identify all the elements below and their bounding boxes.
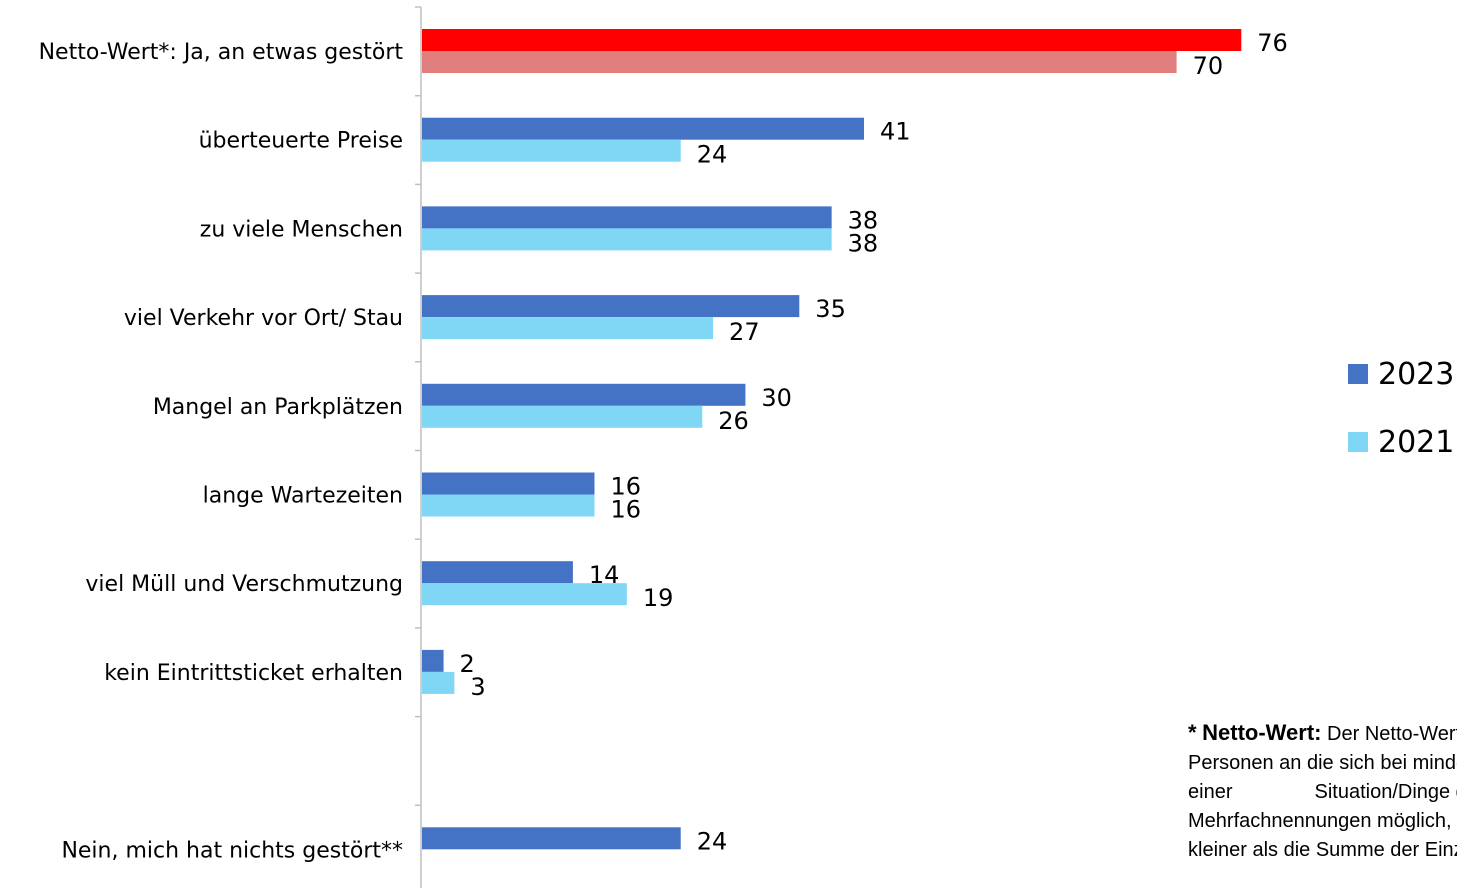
footnote-line-1: * Netto-Wert: Der Netto-Wert gibt den An… bbox=[1188, 718, 1457, 749]
legend-item-2023: 2023 bbox=[1348, 356, 1454, 392]
bar-2023 bbox=[422, 472, 595, 495]
bar-2023 bbox=[422, 561, 573, 584]
data-label-2021: 38 bbox=[848, 229, 879, 257]
bar-2023 bbox=[422, 649, 444, 672]
bar-2021 bbox=[422, 494, 595, 517]
footnote-line-3a: einer bbox=[1188, 781, 1233, 803]
data-label-2023: 30 bbox=[761, 384, 792, 412]
bar-2021 bbox=[422, 317, 714, 340]
bar-2021 bbox=[422, 139, 681, 162]
data-label-2021: 27 bbox=[729, 318, 760, 346]
category-label: überteuerte Preise bbox=[199, 129, 403, 154]
bar-2023 bbox=[422, 827, 681, 850]
data-label-2021: 3 bbox=[470, 673, 485, 701]
bar-2023 bbox=[422, 295, 800, 318]
bar-2021 bbox=[422, 228, 832, 251]
footnote-line-3: einer Situation/Dinge gestört fühlten. bbox=[1188, 778, 1457, 807]
labels: Netto-Wert*: Ja, an etwas gestört 76 70 übe… bbox=[39, 29, 1288, 863]
y-axis bbox=[415, 6, 422, 888]
bar-2023 bbox=[422, 29, 1242, 51]
data-label-2023: 16 bbox=[610, 473, 641, 501]
footnote-term: Netto-Wert: bbox=[1202, 720, 1322, 745]
footnote: * Netto-Wert: Der Netto-Wert gibt den An… bbox=[1188, 718, 1457, 868]
footnote-line-3b: Situation/Dinge gestört fühlten. bbox=[1314, 781, 1457, 803]
bar-2021 bbox=[422, 671, 455, 694]
category-label: viel Müll und Verschmutzung bbox=[85, 572, 403, 597]
footnote-star: * bbox=[1188, 720, 1197, 745]
data-label-2021: 26 bbox=[718, 407, 749, 435]
data-label-2023: 38 bbox=[848, 206, 879, 234]
data-label-2023: 35 bbox=[815, 295, 846, 323]
data-label-2023: 14 bbox=[589, 561, 620, 589]
legend-label-2021: 2021 bbox=[1378, 424, 1455, 460]
bar-2021 bbox=[422, 583, 627, 606]
legend-swatch-2021 bbox=[1348, 432, 1368, 452]
bar-2023 bbox=[422, 206, 832, 229]
category-label: lange Wartezeiten bbox=[203, 484, 403, 509]
data-label-2023: 76 bbox=[1257, 29, 1288, 57]
footnote-line-4: Mehrfachnennungen möglich, daher bbox=[1188, 810, 1457, 832]
data-label-2021: 24 bbox=[697, 141, 728, 169]
footnote-line-5: kleiner als die Summe der Einzelwerte. bbox=[1188, 839, 1457, 861]
category-label: Nein, mich hat nichts gestört** bbox=[61, 838, 403, 863]
bar-2023 bbox=[422, 383, 746, 406]
category-label: Mangel an Parkplätzen bbox=[153, 395, 403, 420]
data-label-2021: 19 bbox=[643, 584, 674, 612]
legend-swatch-2023 bbox=[1348, 364, 1368, 384]
data-label-2021: 16 bbox=[610, 496, 641, 524]
data-label-2023: 41 bbox=[880, 118, 911, 146]
footnote-line-2: Personen an die sich bei mindestens bbox=[1188, 752, 1457, 774]
legend-item-2021: 2021 bbox=[1348, 424, 1454, 460]
bars bbox=[422, 29, 1242, 850]
bar-2021 bbox=[422, 51, 1177, 73]
bar-2023 bbox=[422, 117, 864, 140]
data-label-2023: 2 bbox=[460, 650, 475, 678]
category-label: kein Eintrittsticket erhalten bbox=[104, 661, 403, 686]
data-label-2021: 70 bbox=[1193, 52, 1224, 80]
legend: 2023 2021 bbox=[1348, 356, 1454, 492]
category-label: zu viele Menschen bbox=[200, 217, 403, 242]
data-label-2023: 24 bbox=[697, 827, 728, 855]
footnote-line-1-text: Der Netto-Wert gibt den Anteil der bbox=[1327, 723, 1457, 745]
legend-label-2023: 2023 bbox=[1378, 356, 1455, 392]
category-label: Netto-Wert*: Ja, an etwas gestört bbox=[39, 40, 404, 65]
bar-2021 bbox=[422, 405, 703, 428]
category-label: viel Verkehr vor Ort/ Stau bbox=[124, 306, 403, 331]
